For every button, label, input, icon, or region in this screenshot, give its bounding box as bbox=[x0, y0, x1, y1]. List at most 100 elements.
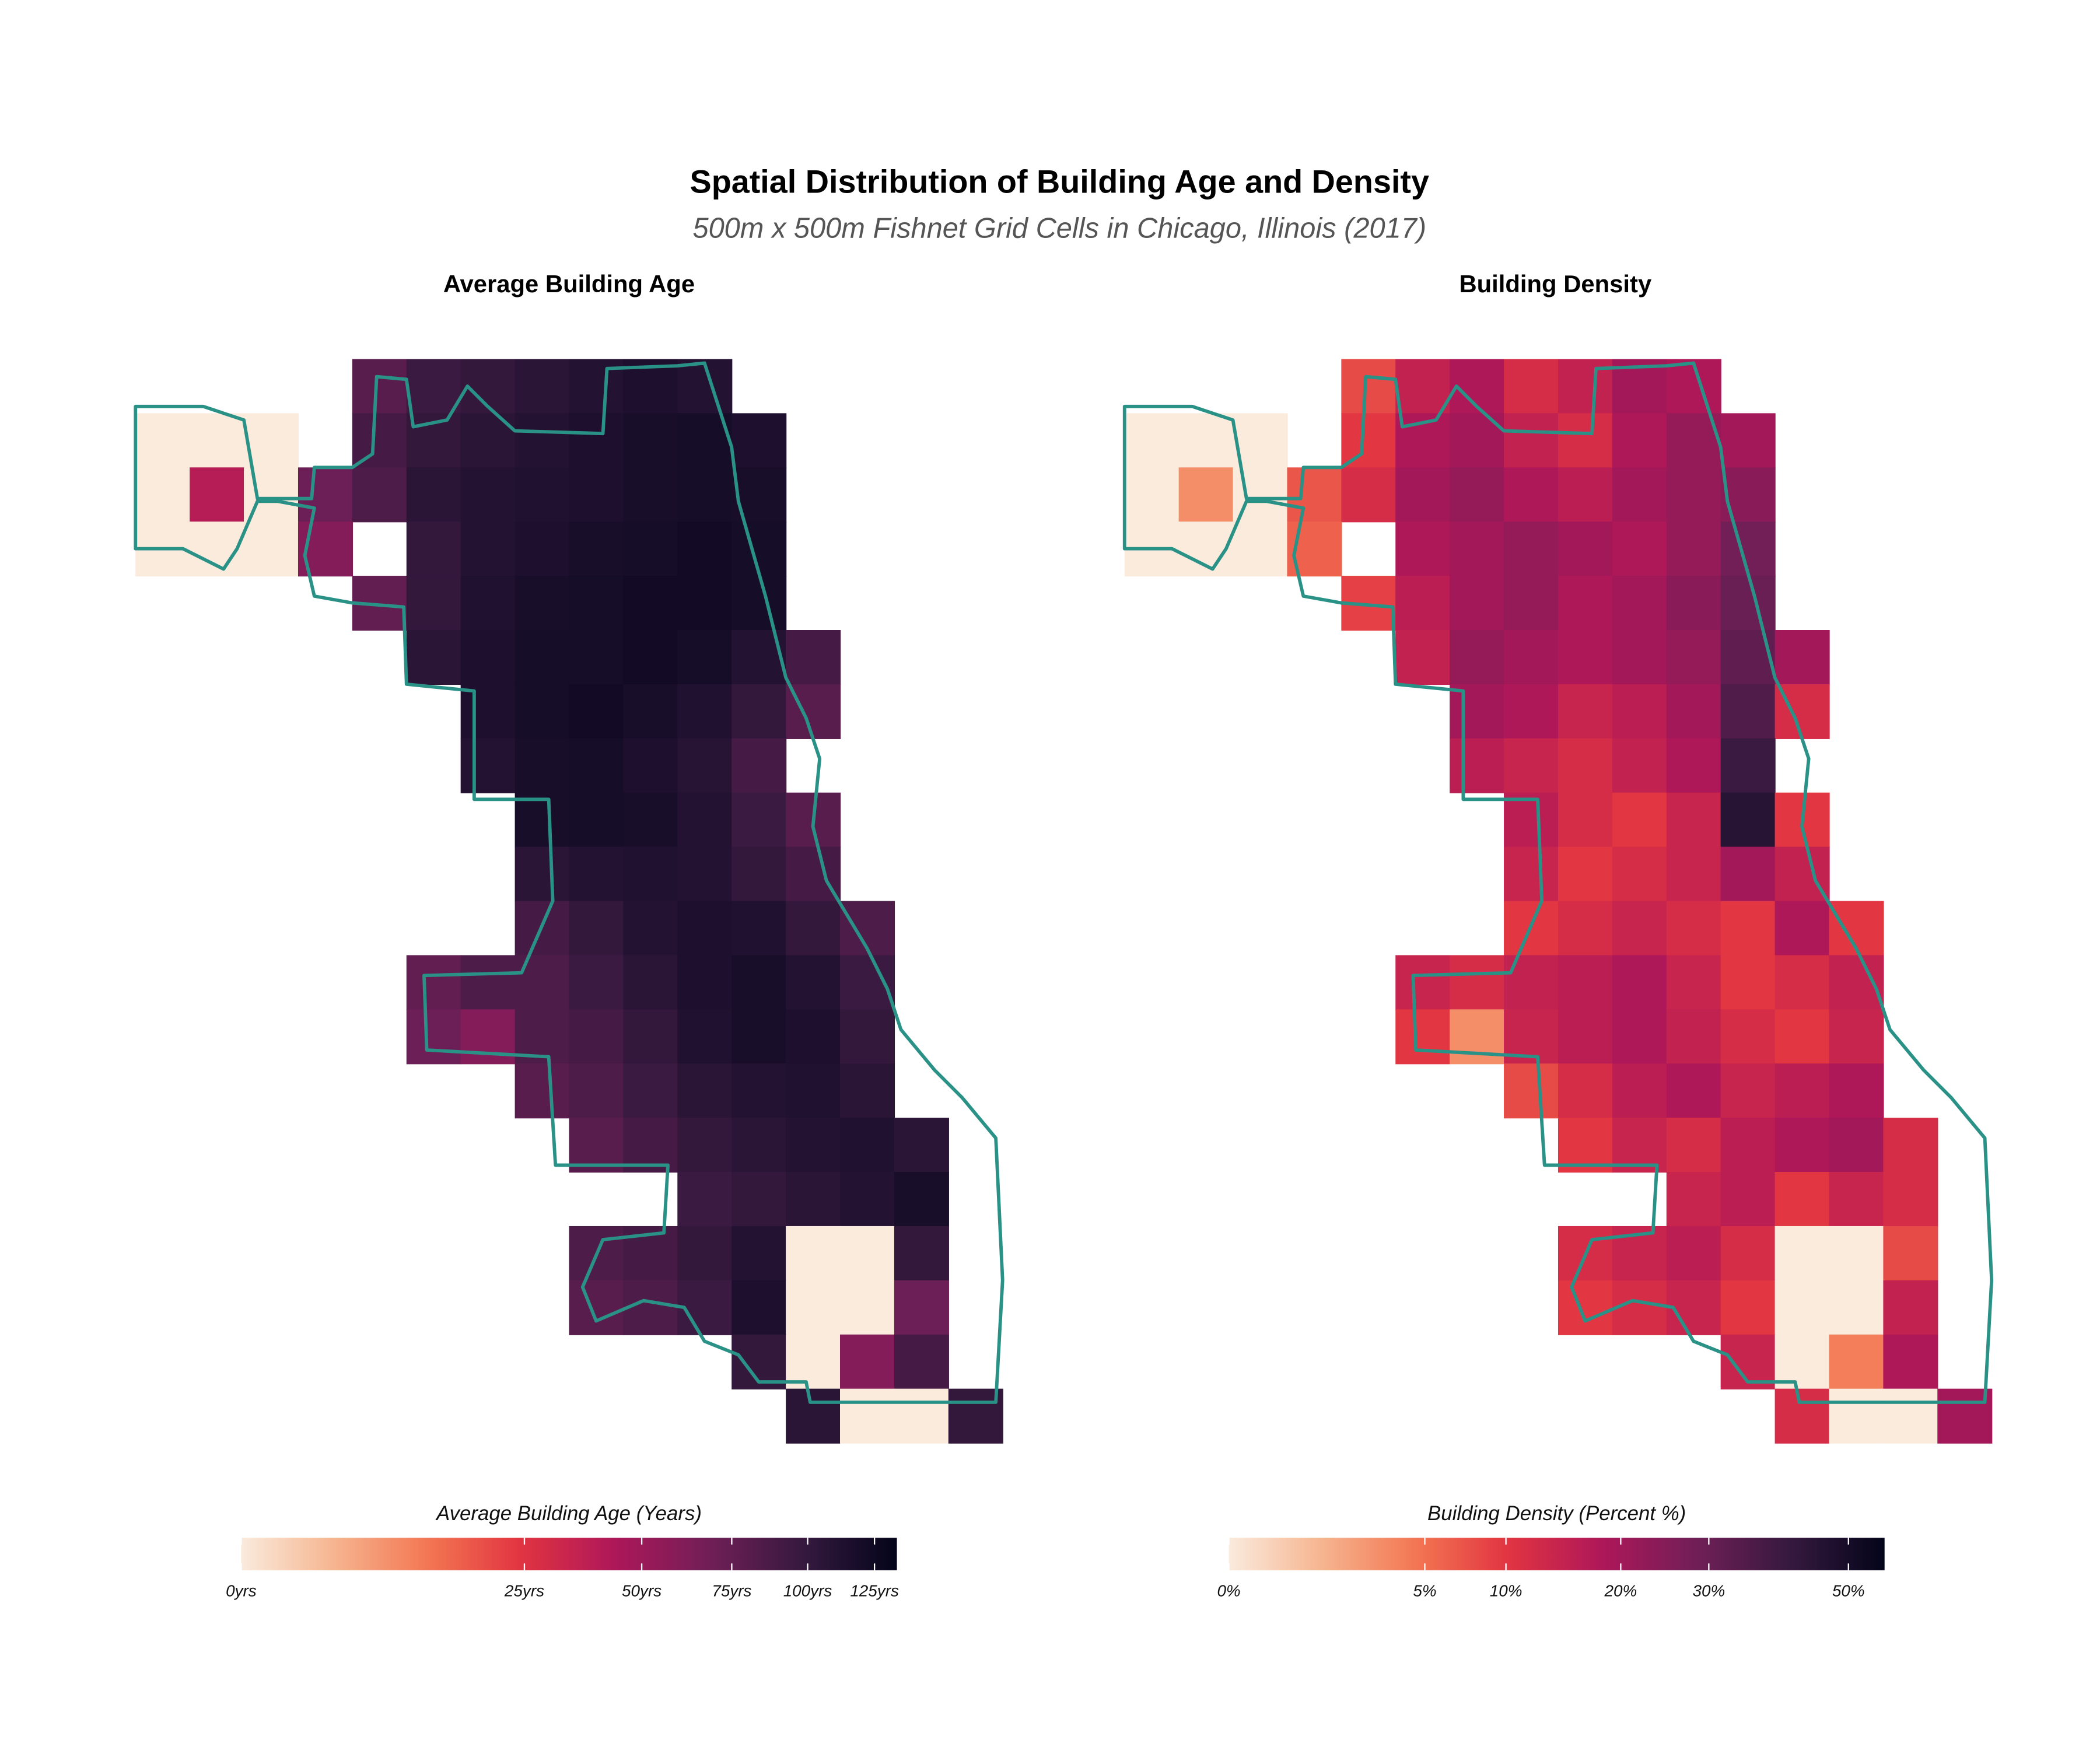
grid-cell bbox=[460, 522, 516, 577]
grid-cell bbox=[840, 1334, 895, 1390]
grid-cell bbox=[623, 629, 678, 685]
grid-cell bbox=[1720, 576, 1776, 631]
grid-cell bbox=[1558, 901, 1614, 956]
grid-cell bbox=[948, 1388, 1003, 1444]
grid-cell bbox=[1774, 1118, 1830, 1173]
grid-cell bbox=[732, 629, 787, 685]
grid-cell bbox=[1558, 846, 1614, 902]
outlines bbox=[134, 361, 1994, 1404]
grid-cell bbox=[623, 901, 678, 956]
grid-cell bbox=[1558, 1280, 1614, 1335]
grid-cell bbox=[569, 1009, 624, 1065]
grid-cell bbox=[623, 467, 678, 523]
grid-cell bbox=[786, 955, 841, 1010]
grid-cell bbox=[514, 684, 570, 739]
grid-cell bbox=[569, 522, 624, 577]
grid-cell bbox=[514, 738, 570, 793]
grid-cell bbox=[135, 413, 191, 468]
grid-cell bbox=[1720, 467, 1776, 523]
grid-cell bbox=[352, 467, 407, 523]
grid-cell bbox=[352, 413, 407, 468]
grid-cell bbox=[1341, 467, 1396, 523]
colorbar-tick-label: 0% bbox=[1217, 1581, 1240, 1600]
grid-cell bbox=[1720, 955, 1776, 1010]
grid-cell bbox=[677, 1063, 733, 1119]
grid-cell bbox=[1829, 955, 1884, 1010]
grid-cell bbox=[514, 629, 570, 685]
grid-cell bbox=[1937, 1388, 1993, 1444]
figure-subtitle: 500m x 500m Fishnet Grid Cells in Chicag… bbox=[692, 213, 1426, 244]
grid-cell bbox=[1450, 576, 1505, 631]
colorbar-tick-label: 25yrs bbox=[504, 1581, 544, 1600]
grid-cell bbox=[1395, 955, 1451, 1010]
grid-cell bbox=[1666, 1172, 1721, 1227]
grid-cell bbox=[1720, 1172, 1776, 1227]
grid-cell bbox=[677, 1226, 733, 1281]
grid-cell bbox=[1612, 1063, 1667, 1119]
grid-cell bbox=[1612, 413, 1667, 468]
grid-cell bbox=[569, 738, 624, 793]
grid-cell bbox=[677, 1172, 733, 1227]
colorbar-tick-label: 20% bbox=[1604, 1581, 1637, 1600]
grid-cell bbox=[514, 467, 570, 523]
grid-cell bbox=[1774, 629, 1830, 685]
legend-title: Building Density (Percent %) bbox=[1427, 1502, 1686, 1525]
grid-cell bbox=[677, 684, 733, 739]
grid-cell bbox=[1178, 413, 1234, 468]
grid-cell bbox=[1666, 1009, 1721, 1065]
grid-cell bbox=[732, 413, 787, 468]
grid-cell bbox=[1774, 901, 1830, 956]
grid-cell bbox=[786, 846, 841, 902]
grid-cell bbox=[732, 1172, 787, 1227]
grid-cell bbox=[732, 738, 787, 793]
grid-cell bbox=[1612, 792, 1667, 848]
grid-cell bbox=[786, 1226, 841, 1281]
grid-cell bbox=[732, 846, 787, 902]
grid-cell bbox=[1774, 1388, 1830, 1444]
grid-cell bbox=[840, 1063, 895, 1119]
grid-cell bbox=[1829, 1226, 1884, 1281]
map-cells bbox=[135, 359, 1993, 1444]
grid-cell bbox=[514, 846, 570, 902]
grid-cell bbox=[732, 467, 787, 523]
city-boundary bbox=[134, 361, 1005, 1404]
grid-cell bbox=[1395, 522, 1451, 577]
grid-cell bbox=[406, 1009, 461, 1065]
grid-cell bbox=[406, 576, 461, 631]
grid-cell bbox=[569, 846, 624, 902]
grid-cell bbox=[1883, 1280, 1938, 1335]
grid-cell bbox=[460, 684, 516, 739]
grid-cell bbox=[677, 467, 733, 523]
grid-cell bbox=[1829, 1388, 1884, 1444]
grid-cell bbox=[677, 901, 733, 956]
grid-cell bbox=[1829, 1280, 1884, 1335]
grid-cell bbox=[1612, 522, 1667, 577]
grid-cell bbox=[1666, 684, 1721, 739]
grid-cell bbox=[1504, 792, 1559, 848]
grid-cell bbox=[1124, 413, 1180, 468]
grid-cell bbox=[786, 1388, 841, 1444]
grid-cell bbox=[1558, 413, 1614, 468]
grid-cell bbox=[569, 413, 624, 468]
grid-cell bbox=[1720, 792, 1776, 848]
grid-cell bbox=[569, 1063, 624, 1119]
grid-cell bbox=[1720, 846, 1776, 902]
colorbar bbox=[1228, 1538, 1885, 1570]
grid-cell bbox=[135, 467, 191, 523]
colorbar-tick-label: 5% bbox=[1413, 1581, 1436, 1600]
grid-cell bbox=[623, 522, 678, 577]
grid-cell bbox=[1558, 1009, 1614, 1065]
grid-cell bbox=[1504, 1063, 1559, 1119]
map-title: Building Density bbox=[1459, 270, 1651, 298]
grid-cell bbox=[677, 522, 733, 577]
grid-cell bbox=[1720, 629, 1776, 685]
grid-cell bbox=[1774, 1009, 1830, 1065]
grid-cell bbox=[569, 792, 624, 848]
grid-cell bbox=[406, 629, 461, 685]
grid-cell bbox=[1504, 467, 1559, 523]
grid-cell bbox=[406, 467, 461, 523]
grid-cell bbox=[1720, 1063, 1776, 1119]
colorbar-tick-label: 30% bbox=[1692, 1581, 1725, 1600]
grid-cell bbox=[460, 467, 516, 523]
